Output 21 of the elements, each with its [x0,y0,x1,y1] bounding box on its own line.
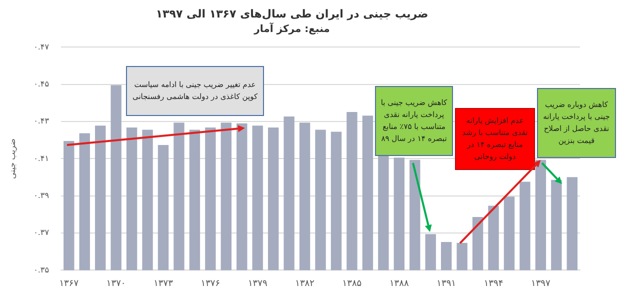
x-tick-label: ۱۳۷۳ [154,278,174,289]
x-tick-label: ۱۳۹۷ [531,278,551,289]
chart-title: ضریب جینی در ایران طی سال‌های ۱۳۶۷ الی ۱۳۹۷ [156,7,428,20]
x-tick-label: ۱۳۸۵ [342,278,362,289]
x-tick-label: ۱۳۶۷ [59,278,79,289]
y-tick-label: ۰.۴۱ [34,154,50,163]
x-tick-label: ۱۳۸۲ [295,278,315,289]
y-tick-label: ۰.۳۷ [34,228,50,238]
y-tick-label: ۰.۴۵ [34,79,50,88]
x-tick-label: ۱۳۷۶ [200,278,220,289]
x-tick-label: ۱۳۹۱ [436,278,456,289]
x-tick-label: ۱۳۹۴ [484,278,504,289]
y-tick-label: ۰.۳۵ [34,265,50,274]
x-tick-label: ۱۳۸۸ [389,278,409,289]
x-tick-label: ۱۳۷۰ [106,278,126,289]
chart-subtitle: منبع: مرکز آمار [253,22,330,35]
y-tick-label: ۰.۴۷ [34,42,50,52]
y-tick-label: ۰.۳۹ [34,190,50,200]
y-tick-label: ۰.۴۳ [34,116,50,126]
y-axis-title: ضریب جینی [8,138,17,179]
x-tick-label: ۱۳۷۹ [248,278,268,289]
